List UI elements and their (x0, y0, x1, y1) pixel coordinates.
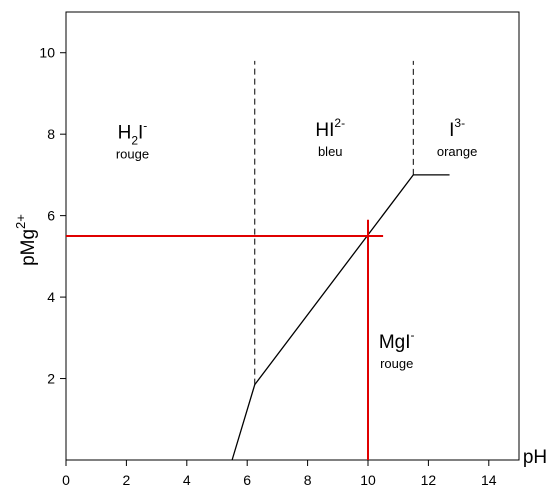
x-tick-label: 10 (360, 472, 376, 488)
x-tick-label: 6 (243, 472, 251, 488)
color-word-i3: orange (437, 144, 477, 159)
species-part: - (143, 118, 147, 132)
y-axis: 2 4 6 8 10 (39, 45, 66, 387)
species-part: 3- (454, 116, 465, 130)
y-tick-label: 6 (47, 208, 55, 224)
species-part: I (138, 122, 143, 143)
x-tick-label: 14 (481, 472, 497, 488)
y-axis-label: pMg2+ (13, 214, 39, 266)
color-word-hi2: bleu (318, 144, 343, 159)
species-part: H (118, 122, 132, 143)
x-tick-label: 12 (421, 472, 437, 488)
species-mgi: MgI- (379, 328, 415, 353)
y-tick-label: 2 (47, 371, 55, 387)
x-tick-label: 0 (62, 472, 70, 488)
color-word-mgi: rouge (380, 356, 413, 371)
species-i3: I3- (449, 116, 465, 141)
dashed-boundaries (254, 60, 414, 385)
x-axis-label: pH (523, 447, 547, 468)
y-tick-label: 4 (47, 289, 55, 305)
x-tick-label: 2 (123, 472, 131, 488)
species-part: 2- (334, 116, 345, 130)
species-h2i: H2I- (118, 118, 148, 147)
red-guide-lines (66, 219, 384, 460)
color-word-h2i: rouge (116, 146, 149, 161)
boundary-curve (231, 174, 450, 461)
species-part: MgI (379, 332, 411, 353)
x-tick-label: 8 (304, 472, 312, 488)
species-part: 2 (131, 133, 138, 147)
x-tick-label: 4 (183, 472, 191, 488)
y-axis-label-main: pMg (18, 229, 39, 266)
species-part: - (411, 328, 415, 342)
species-part: I (449, 120, 454, 141)
y-tick-label: 8 (47, 126, 55, 142)
y-tick-label: 10 (39, 45, 55, 61)
species-part: HI (315, 120, 334, 141)
y-axis-label-sup: 2+ (13, 214, 28, 229)
species-hi2: HI2- (315, 116, 345, 141)
x-axis: 0 2 4 6 8 10 12 14 (62, 460, 497, 488)
